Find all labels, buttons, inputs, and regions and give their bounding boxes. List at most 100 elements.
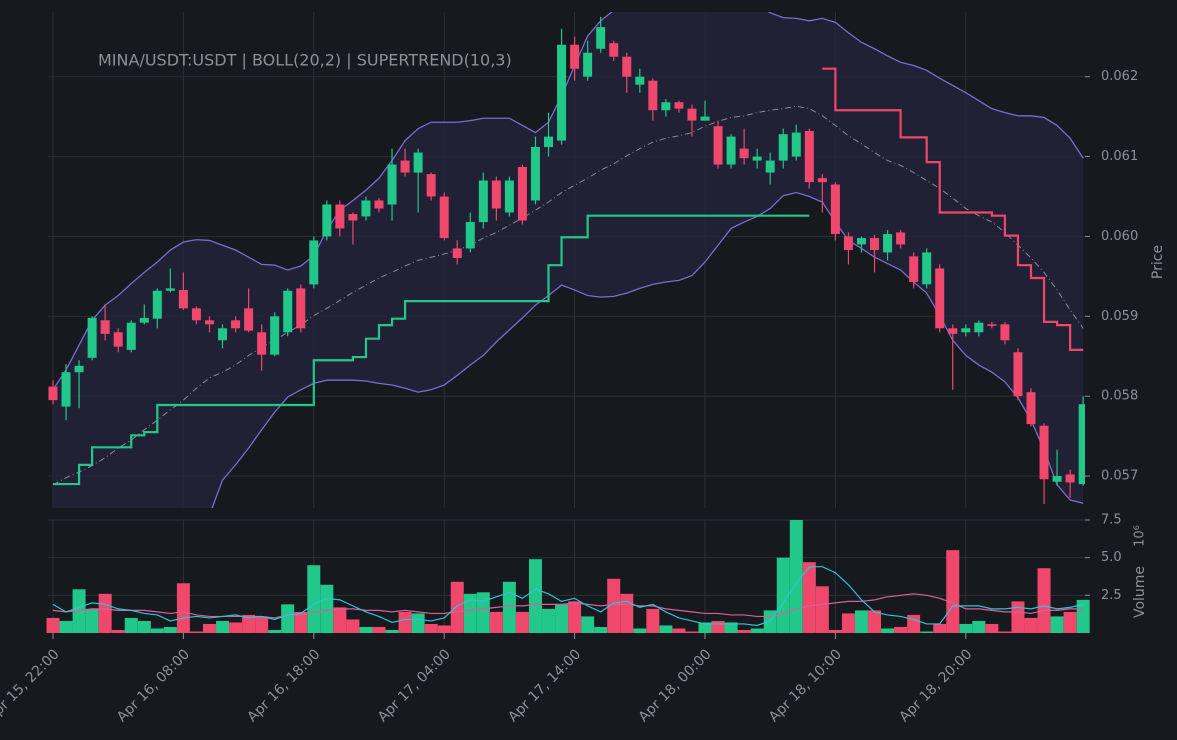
volume-scale-label: 10⁶	[1133, 525, 1148, 547]
candle-body	[896, 232, 906, 245]
volume-bar	[946, 550, 960, 633]
volume-bar	[1024, 617, 1038, 633]
volume-bar	[1050, 616, 1064, 633]
volume-bar	[868, 610, 882, 633]
volume-bar	[920, 631, 934, 633]
volume-bar	[528, 559, 542, 633]
candle-body	[870, 238, 880, 251]
candle-body	[387, 164, 397, 205]
volume-bar	[972, 620, 986, 633]
volume-bar	[372, 626, 386, 633]
x-tick-label: Apr 18, 10:00	[766, 646, 845, 725]
y-tick-label: 7.5	[1101, 513, 1122, 528]
candle-body	[309, 240, 319, 285]
volume-bar	[854, 610, 868, 633]
volume-bar	[242, 614, 256, 633]
volume-bar	[216, 620, 230, 633]
candle-body	[752, 156, 762, 161]
y-tick-label: 0.057	[1101, 469, 1138, 484]
candle-body	[504, 180, 514, 213]
volume-bar	[1037, 568, 1051, 633]
candle-body	[530, 146, 540, 201]
candle-body	[856, 238, 866, 245]
candle-body	[218, 328, 228, 341]
volume-bar	[594, 626, 608, 633]
volume-bar	[463, 593, 477, 633]
candle-body	[87, 317, 97, 358]
candle-body	[922, 252, 932, 285]
candle-body	[1078, 404, 1085, 485]
candle-body	[100, 320, 110, 334]
volume-bar	[620, 593, 634, 633]
supertrend-line	[53, 214, 810, 486]
volume-bar	[59, 620, 73, 633]
candle-body	[687, 108, 697, 121]
candle-body	[726, 136, 736, 165]
volume-bar	[189, 631, 203, 633]
candle-body	[335, 204, 345, 229]
volume-bar	[737, 629, 751, 633]
volume-bar	[815, 586, 829, 633]
candle-body	[283, 290, 293, 333]
candle-body	[348, 214, 358, 221]
candle-body	[570, 44, 580, 69]
candle-body	[883, 234, 893, 253]
y-tick-label: 0.058	[1101, 389, 1138, 404]
volume-bar	[333, 607, 347, 633]
y-tick-label: 0.062	[1101, 69, 1138, 84]
volume-bar	[881, 628, 895, 633]
volume-bar	[607, 578, 621, 633]
candle-body	[126, 322, 136, 350]
candle-body	[596, 27, 606, 49]
candle-body	[817, 178, 827, 183]
candle-body	[544, 136, 554, 147]
candle-body	[909, 256, 919, 282]
candle-body	[465, 222, 475, 249]
price-axis-label: Price	[1150, 245, 1166, 279]
volume-bar	[307, 565, 321, 633]
candle-body	[296, 288, 306, 329]
volume-bar	[411, 613, 425, 633]
volume-bar	[137, 620, 151, 633]
volume-bar	[933, 623, 947, 633]
y-tick-label: 0.061	[1101, 149, 1138, 164]
candle-body	[713, 126, 723, 165]
volume-bar	[985, 623, 999, 633]
candle-body	[139, 317, 149, 323]
candle-body	[361, 200, 371, 217]
candle-body	[113, 332, 123, 347]
volume-bar	[437, 625, 451, 633]
candle-body	[674, 102, 684, 109]
x-tick-label: Apr 18, 20:00	[896, 646, 975, 725]
candle-body	[61, 372, 71, 407]
volume-bar	[85, 608, 99, 633]
candle-body	[935, 268, 945, 329]
candle-body	[322, 204, 332, 237]
volume-bar	[555, 604, 569, 633]
y-tick-label: 0.060	[1101, 229, 1138, 244]
volume-bar	[398, 611, 412, 633]
candle-body	[583, 52, 593, 77]
candle-body	[231, 320, 241, 329]
volume-bar	[711, 620, 725, 633]
candle-body	[165, 288, 175, 291]
candle-body	[791, 132, 801, 157]
volume-bar	[633, 628, 647, 633]
volume-bar	[568, 601, 582, 633]
candle-body	[270, 316, 280, 355]
candle-body	[843, 236, 853, 251]
volume-axis-label: Volume	[1132, 566, 1148, 618]
volume-bar	[424, 623, 438, 633]
candle-body	[491, 180, 501, 209]
candle-body	[204, 320, 214, 325]
candle-body	[1026, 392, 1036, 425]
volume-bar	[542, 608, 556, 633]
candle-body	[974, 322, 984, 333]
volume-bar	[489, 611, 503, 633]
volume-panel	[46, 520, 1090, 633]
volume-bar	[359, 626, 373, 633]
volume-bar	[46, 617, 60, 633]
candle-body	[987, 324, 997, 326]
x-tick-label: Apr 17, 04:00	[375, 646, 454, 725]
volume-bar	[1076, 599, 1090, 633]
